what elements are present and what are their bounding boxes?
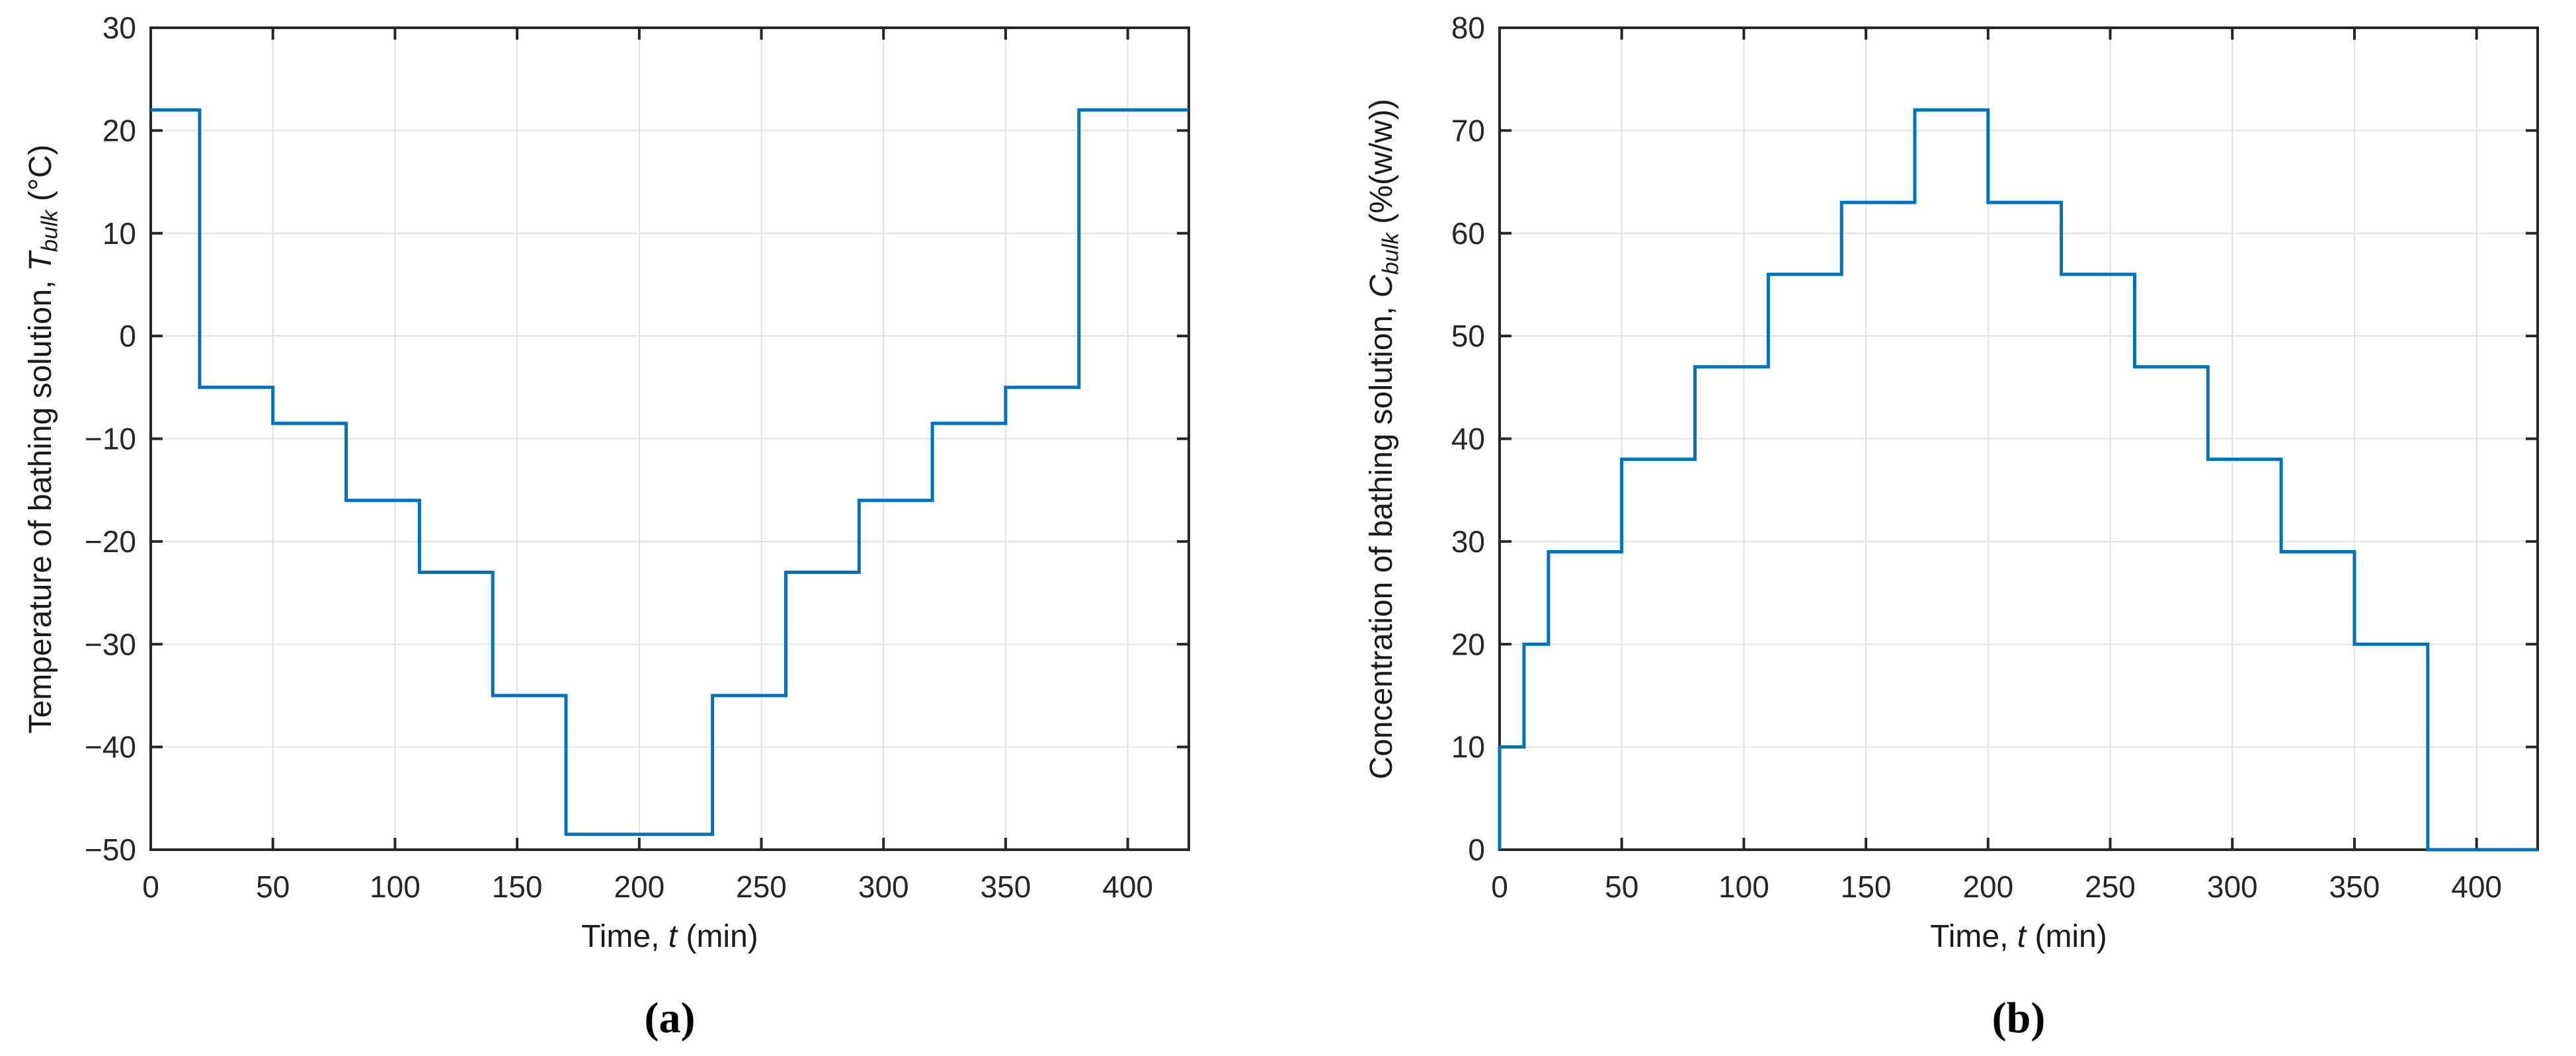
- x-axis-units-a: (min): [677, 919, 758, 954]
- y-axis-units-b: (%(w/w)): [1364, 99, 1399, 233]
- x-tick-label: 200: [1962, 870, 2013, 904]
- x-tick-label: 50: [1605, 870, 1638, 904]
- chart-panel-a: 0 50 100 150 200 250 300 350 400 −50 −40 −30 −20 −10 0…: [20, 0, 1190, 1042]
- y-axis-symbol-a: T: [23, 252, 58, 272]
- x-axis-symbol-b: t: [2017, 919, 2027, 954]
- x-tick-label: 50: [256, 870, 290, 904]
- y-tick-label: −30: [85, 627, 136, 661]
- plot-b: 0 50 100 150 200 250 300 350 400 0 10 20 30 40 50 60 70 8…: [1451, 11, 2539, 904]
- y-tick-label: 20: [1451, 627, 1485, 661]
- x-tick-label: 300: [2207, 870, 2258, 904]
- x-tick-label: 400: [2451, 870, 2502, 904]
- y-tick-label: 60: [1451, 216, 1485, 251]
- y-axis-subscript-a: bulk: [37, 210, 63, 253]
- y-axis-label-b: Concentration of bathing solution, Cbulk…: [1361, 0, 1404, 882]
- x-axis-units-b: (min): [2026, 919, 2107, 954]
- x-tick-label: 0: [1491, 870, 1508, 904]
- y-axis-units-a: (°C): [23, 144, 58, 210]
- y-tick-label: 80: [1451, 11, 1485, 45]
- x-tick-label: 100: [1718, 870, 1769, 904]
- x-tick-label: 100: [370, 870, 421, 904]
- x-tick-label: 400: [1102, 870, 1153, 904]
- x-tick-label: 150: [1841, 870, 1892, 904]
- x-tick-label: 0: [142, 870, 159, 904]
- y-tick-label: 50: [1451, 319, 1485, 353]
- step-line: [1498, 108, 2538, 852]
- step-line: [151, 108, 1189, 836]
- y-tick-label: 20: [102, 113, 136, 147]
- y-axis-label-b-text: Concentration of bathing solution,: [1364, 298, 1399, 780]
- x-tick-label: 250: [2085, 870, 2136, 904]
- x-tick-label: 350: [2329, 870, 2380, 904]
- x-axis-symbol-a: t: [668, 919, 678, 954]
- caption-a: (a): [644, 994, 696, 1042]
- y-tick-label: −50: [85, 833, 136, 867]
- y-tick-label: 40: [1451, 422, 1485, 456]
- y-tick-label: −40: [85, 730, 136, 764]
- x-tick-label: 250: [736, 870, 787, 904]
- y-axis-label-a: Temperature of bathing solution, Tbulk (…: [20, 0, 63, 882]
- x-tick-label: 150: [492, 870, 543, 904]
- y-tick-label: 10: [102, 216, 136, 251]
- x-axis-label-a-text: Time,: [581, 919, 668, 954]
- y-tick-label: 0: [1468, 833, 1485, 867]
- y-tick-label: 30: [1451, 524, 1485, 559]
- caption-b: (b): [1992, 994, 2046, 1042]
- plot-a: 0 50 100 150 200 250 300 350 400 −50 −40 −30 −20 −10 0…: [85, 11, 1190, 904]
- x-axis-label-b: Time, t (min): [1500, 918, 2538, 956]
- y-axis-subscript-b: bulk: [1378, 233, 1404, 275]
- y-tick-label: −10: [85, 422, 136, 456]
- y-tick-label: 0: [119, 319, 136, 353]
- x-tick-label: 300: [858, 870, 909, 904]
- y-axis-symbol-b: C: [1364, 274, 1399, 298]
- chart-panel-b: 0 50 100 150 200 250 300 350 400 0 10 20 30 40 50 60 70 8…: [1288, 0, 2576, 1056]
- y-tick-label: 10: [1451, 730, 1485, 764]
- x-axis-label-b-text: Time,: [1930, 919, 2017, 954]
- x-tick-label: 200: [614, 870, 664, 904]
- y-axis-label-a-text: Temperature of bathing solution,: [23, 271, 58, 734]
- x-tick-label: 350: [981, 870, 1031, 904]
- x-axis-label-a: Time, t (min): [151, 918, 1189, 956]
- y-tick-label: −20: [85, 524, 136, 559]
- y-tick-label: 30: [102, 11, 136, 45]
- y-tick-label: 70: [1451, 113, 1485, 147]
